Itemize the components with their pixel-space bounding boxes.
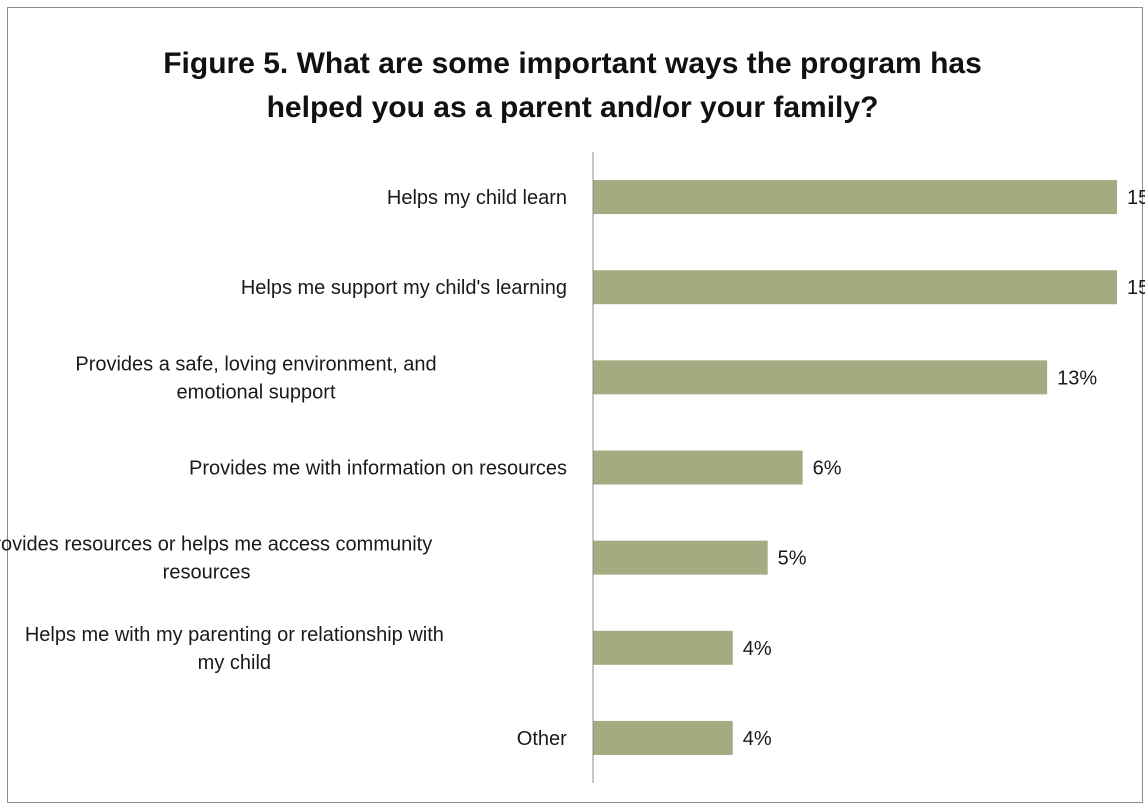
data-label-5: 5% xyxy=(778,548,807,570)
bar-5 xyxy=(593,540,768,575)
category-label-7: Other xyxy=(517,728,567,750)
data-label-1: 15% xyxy=(1127,187,1145,209)
bar-6 xyxy=(593,630,733,665)
category-label-5: Provides resources or helps me access co… xyxy=(0,534,432,584)
category-label-1: Helps my child learn xyxy=(387,187,567,209)
data-label-2: 15% xyxy=(1127,277,1145,299)
bar-7 xyxy=(593,720,733,755)
category-label-6: Helps me with my parenting or relationsh… xyxy=(25,624,444,674)
bar-4 xyxy=(593,450,803,485)
data-label-6: 4% xyxy=(743,638,772,660)
bar-3 xyxy=(593,360,1048,395)
category-label-3: Provides a safe, loving environment, and… xyxy=(75,353,436,403)
data-label-7: 4% xyxy=(743,728,772,750)
bar-2 xyxy=(593,270,1117,305)
chart-title: Figure 5. What are some important ways t… xyxy=(163,47,982,124)
bar-1 xyxy=(593,180,1117,215)
data-label-3: 13% xyxy=(1057,367,1097,389)
category-label-2: Helps me support my child's learning xyxy=(241,277,567,299)
chart-frame xyxy=(7,7,1143,803)
category-label-4: Provides me with information on resource… xyxy=(189,458,567,480)
data-label-4: 6% xyxy=(813,458,842,480)
